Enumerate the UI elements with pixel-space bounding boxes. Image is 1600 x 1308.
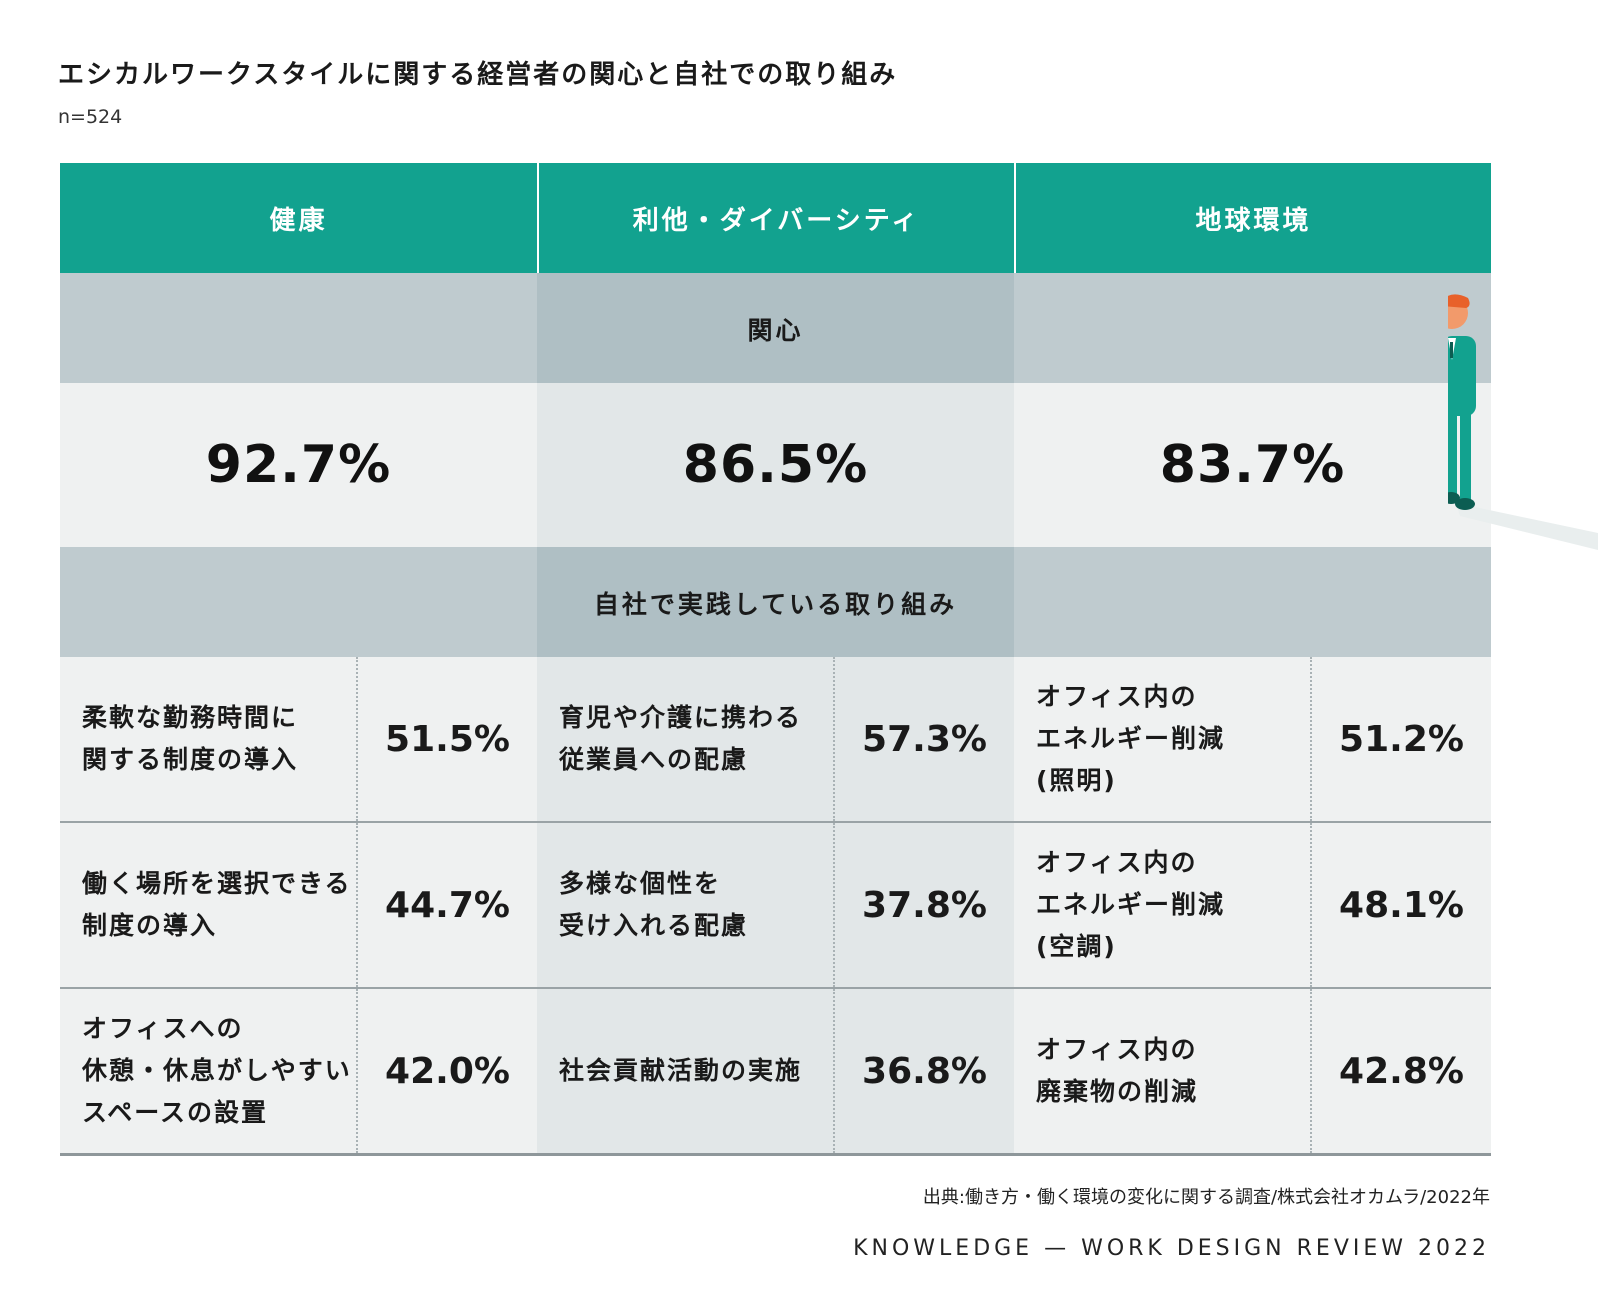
- practice-value: 51.2%: [1339, 718, 1464, 760]
- practice-value: 42.0%: [385, 1050, 510, 1092]
- practice-value: 37.8%: [862, 884, 987, 926]
- practice-cell: 育児や介護に携わる 従業員への配慮 57.3%: [537, 657, 1014, 821]
- practice-label: 社会貢献活動の実施: [537, 989, 835, 1153]
- interest-label: 関心: [747, 316, 804, 345]
- category-diversity: 利他・ダイバーシティ: [537, 163, 1014, 273]
- practice-cell: オフィス内の エネルギー削減 (空調) 48.1%: [1014, 823, 1491, 987]
- interest-value-health: 92.7%: [60, 383, 537, 547]
- practice-row: オフィスへの 休憩・休息がしやすい スペースの設置 42.0% 社会貢献活動の実…: [60, 989, 1491, 1156]
- practice-row: 柔軟な勤務時間に 関する制度の導入 51.5% 育児や介護に携わる 従業員への配…: [60, 657, 1491, 823]
- figure-leg-right: [1460, 412, 1471, 502]
- figure-torso: [1448, 336, 1476, 416]
- practice-cell: オフィスへの 休憩・休息がしやすい スペースの設置 42.0%: [60, 989, 537, 1153]
- category-header-row: 健康 利他・ダイバーシティ 地球環境: [60, 163, 1491, 273]
- interest-value-diversity: 86.5%: [537, 383, 1014, 547]
- practice-label: 自社で実践している取り組み: [593, 590, 958, 619]
- sample-size: n=524: [58, 106, 123, 128]
- category-environment: 地球環境: [1014, 163, 1491, 273]
- practice-rows: 柔軟な勤務時間に 関する制度の導入 51.5% 育児や介護に携わる 従業員への配…: [60, 657, 1491, 1156]
- practice-cell: 働く場所を選択できる 制度の導入 44.7%: [60, 823, 537, 987]
- figure-leg-left: [1448, 412, 1457, 498]
- figure-tie: [1450, 342, 1453, 358]
- practice-label: 多様な個性を 受け入れる配慮: [537, 823, 835, 987]
- survey-table: 健康 利他・ダイバーシティ 地球環境 関心 92.7% 86.5% 83.7% …: [60, 163, 1491, 1156]
- practice-label: オフィス内の エネルギー削減 (照明): [1014, 657, 1312, 821]
- practice-label: 育児や介護に携わる 従業員への配慮: [537, 657, 835, 821]
- practice-value: 36.8%: [862, 1050, 987, 1092]
- practice-value: 42.8%: [1339, 1050, 1464, 1092]
- practice-cell: 社会貢献活動の実施 36.8%: [537, 989, 1014, 1153]
- figure-hair: [1448, 294, 1470, 308]
- practice-label: 柔軟な勤務時間に 関する制度の導入: [60, 657, 358, 821]
- practice-value: 51.5%: [385, 718, 510, 760]
- practice-cell: 柔軟な勤務時間に 関する制度の導入 51.5%: [60, 657, 537, 821]
- practice-label: オフィス内の 廃棄物の削減: [1014, 989, 1312, 1153]
- practice-label: 働く場所を選択できる 制度の導入: [60, 823, 358, 987]
- practice-cell: オフィス内の エネルギー削減 (照明) 51.2%: [1014, 657, 1491, 821]
- figure-shadow: [1456, 503, 1598, 550]
- interest-row: 92.7% 86.5% 83.7%: [60, 383, 1491, 547]
- category-health: 健康: [269, 205, 328, 236]
- interest-value-environment: 83.7%: [1014, 383, 1491, 547]
- practice-cell: オフィス内の 廃棄物の削減 42.8%: [1014, 989, 1491, 1153]
- figure-shoe-right: [1455, 498, 1475, 510]
- practice-cell: 多様な個性を 受け入れる配慮 37.8%: [537, 823, 1014, 987]
- practice-value: 48.1%: [1339, 884, 1464, 926]
- practice-label: オフィスへの 休憩・休息がしやすい スペースの設置: [60, 989, 358, 1153]
- chart-title: エシカルワークスタイルに関する経営者の関心と自社での取り組み: [58, 60, 898, 90]
- source-note: 出典:働き方・働く環境の変化に関する調査/株式会社オカムラ/2022年: [922, 1187, 1490, 1208]
- person-illustration: [1448, 294, 1598, 550]
- practice-value: 57.3%: [862, 718, 987, 760]
- brand-footer: KNOWLEDGE — WORK DESIGN REVIEW 2022: [853, 1236, 1490, 1261]
- practice-label: オフィス内の エネルギー削減 (空調): [1014, 823, 1312, 987]
- practice-band: 自社で実践している取り組み: [60, 547, 1491, 657]
- interest-band: 関心: [60, 273, 1491, 383]
- practice-value: 44.7%: [385, 884, 510, 926]
- practice-row: 働く場所を選択できる 制度の導入 44.7% 多様な個性を 受け入れる配慮 37…: [60, 823, 1491, 989]
